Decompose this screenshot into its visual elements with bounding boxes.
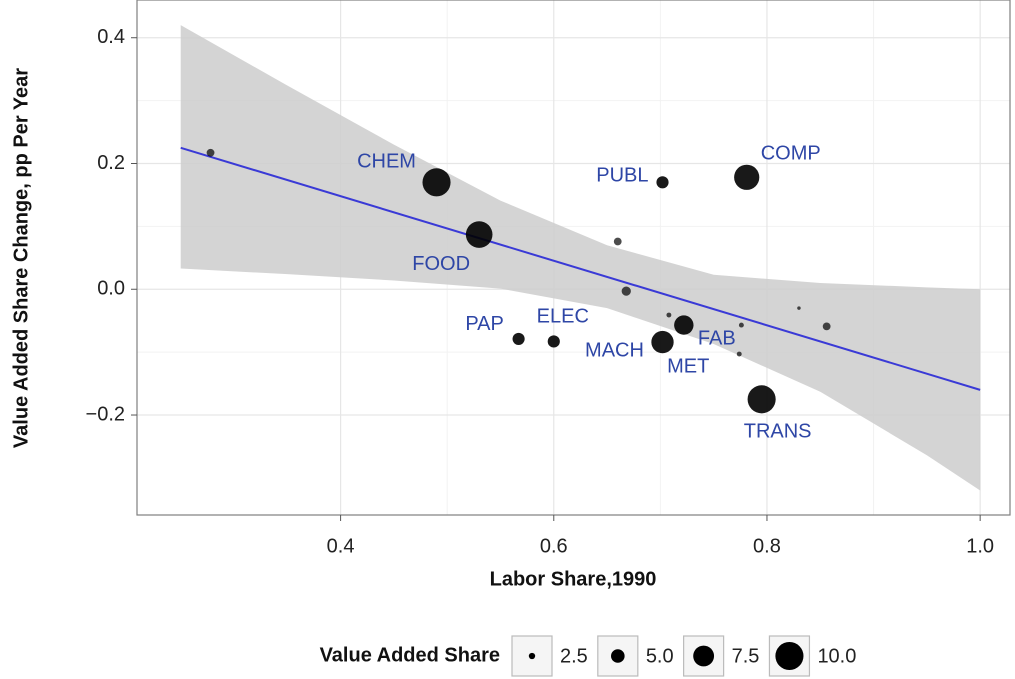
point bbox=[666, 312, 672, 318]
point bbox=[206, 148, 215, 157]
y-tick-label: 0.4 bbox=[97, 26, 125, 48]
point bbox=[422, 168, 451, 197]
point-label: FOOD bbox=[412, 253, 470, 275]
point bbox=[797, 306, 801, 310]
point-label: TRANS bbox=[744, 421, 812, 443]
point-label: ELEC bbox=[537, 306, 589, 328]
confidence-band bbox=[180, 25, 981, 491]
x-tick-label: 0.8 bbox=[753, 535, 781, 557]
point bbox=[512, 332, 525, 346]
legend-label: 5.0 bbox=[646, 645, 674, 667]
point bbox=[651, 330, 674, 354]
plot-panel: CHEM FOOD PUBL COMP FAB PAP ELEC MACH MET TRANS bbox=[136, 0, 1011, 516]
x-tick-label: 1.0 bbox=[966, 535, 994, 557]
point-label: FAB bbox=[698, 327, 736, 349]
legend-label: 2.5 bbox=[560, 645, 588, 667]
point bbox=[621, 286, 631, 296]
fit-line bbox=[180, 146, 981, 391]
point bbox=[656, 176, 669, 189]
point-label: PUBL bbox=[596, 165, 648, 187]
point bbox=[738, 322, 744, 328]
y-tick-label: 0.2 bbox=[97, 152, 125, 174]
point bbox=[613, 237, 622, 246]
point bbox=[747, 385, 776, 414]
legend-title: Value Added Share bbox=[320, 644, 500, 666]
point-label: COMP bbox=[761, 143, 821, 165]
point bbox=[736, 351, 742, 357]
point-label: CHEM bbox=[357, 151, 416, 173]
point bbox=[822, 322, 831, 331]
point-label: MACH bbox=[585, 339, 644, 361]
legend-symbol bbox=[693, 645, 715, 667]
legend-symbol bbox=[775, 641, 804, 671]
x-tick-label: 0.6 bbox=[540, 535, 568, 557]
y-tick-label: −0.2 bbox=[86, 403, 125, 425]
legend-label: 10.0 bbox=[817, 645, 856, 667]
point bbox=[674, 315, 694, 335]
legend-label: 7.5 bbox=[732, 645, 760, 667]
x-axis-title: Labor Share,1990 bbox=[490, 568, 657, 590]
legend-symbol bbox=[611, 649, 625, 663]
point-label: MET bbox=[667, 355, 709, 377]
y-axis-title: Value Added Share Change, pp Per Year bbox=[10, 68, 32, 448]
x-tick-label: 0.4 bbox=[327, 535, 355, 557]
panel-border bbox=[136, 0, 1011, 516]
point-label: PAP bbox=[465, 313, 504, 335]
legend-symbol bbox=[528, 652, 536, 660]
point bbox=[465, 221, 493, 248]
point bbox=[734, 164, 760, 190]
y-tick-label: 0.0 bbox=[97, 278, 125, 300]
point bbox=[547, 335, 560, 348]
